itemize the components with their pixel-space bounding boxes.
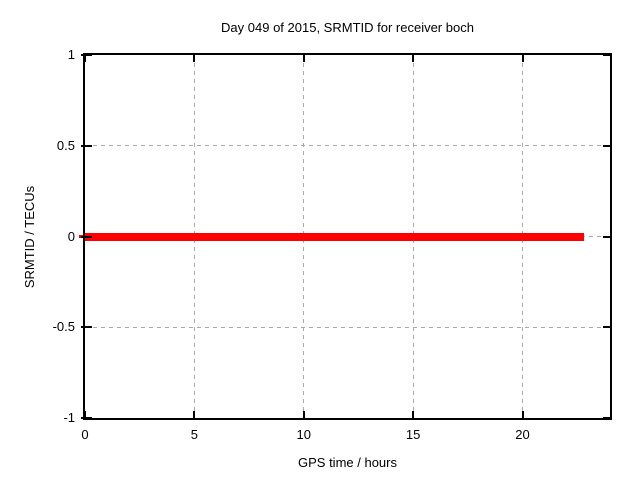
x-tick-label: 20 [515,427,530,442]
x-tick-bottom [521,411,524,418]
y-tick-label: -0.5 [52,319,75,335]
x-tick-top [521,55,524,62]
x-tick-top [84,55,86,62]
y-tick-right [603,54,610,56]
y-tick-left [81,54,92,56]
x-axis-label: GPS time / hours [298,455,397,470]
x-tick-label: 10 [296,427,311,442]
x-tick-label: 0 [81,427,89,442]
x-tick-bottom [193,411,196,418]
gridline-horizontal [85,326,610,328]
x-tick-bottom [412,411,415,418]
x-tick-label: 5 [190,427,198,442]
x-tick-top [193,55,196,62]
y-tick-label: 0 [67,228,75,244]
y-tick-left [81,144,92,147]
y-tick-left [81,417,92,419]
y-tick-left [81,235,92,238]
x-tick-top [412,55,415,62]
y-tick-right [603,144,610,147]
y-tick-label: -1 [63,410,75,425]
data-series-line [85,232,584,241]
x-tick-top [302,55,305,62]
y-tick-right [603,235,610,238]
gridline-horizontal [85,145,610,147]
y-tick-left [81,326,92,329]
chart-title: Day 049 of 2015, SRMTID for receiver boc… [221,20,474,35]
y-tick-label: 1 [67,47,75,62]
x-tick-bottom [302,411,305,418]
y-tick-label: 0.5 [56,137,75,153]
x-tick-bottom [84,411,86,418]
x-tick-label: 15 [405,427,421,442]
y-tick-right [603,326,610,329]
y-tick-right [603,417,610,419]
